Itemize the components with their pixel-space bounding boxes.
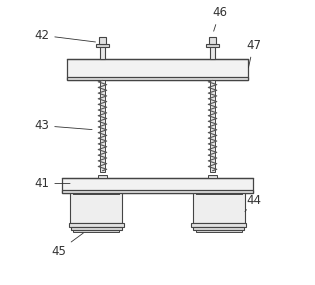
Bar xyxy=(61,190,254,193)
Bar xyxy=(98,175,107,178)
Bar xyxy=(210,44,215,59)
Text: 43: 43 xyxy=(34,119,92,132)
Text: 47: 47 xyxy=(246,39,261,68)
Bar xyxy=(61,178,254,193)
Text: 46: 46 xyxy=(212,6,227,31)
Bar xyxy=(99,37,106,44)
Bar xyxy=(196,230,242,232)
Bar xyxy=(69,223,123,227)
Bar xyxy=(100,80,105,172)
Bar xyxy=(71,227,122,230)
Bar xyxy=(209,37,216,44)
Bar xyxy=(193,227,244,230)
Bar xyxy=(206,44,219,47)
Bar xyxy=(73,230,119,232)
Bar xyxy=(67,59,248,80)
Bar xyxy=(96,44,109,47)
Text: 42: 42 xyxy=(34,29,95,42)
Text: 44: 44 xyxy=(245,194,261,212)
Bar xyxy=(70,192,122,223)
Text: 45: 45 xyxy=(51,233,83,258)
Bar xyxy=(210,80,215,172)
Bar xyxy=(193,192,245,223)
Bar xyxy=(100,44,105,59)
Bar xyxy=(192,223,246,227)
Bar xyxy=(208,175,217,178)
Text: 41: 41 xyxy=(34,177,70,190)
Bar xyxy=(67,77,248,80)
